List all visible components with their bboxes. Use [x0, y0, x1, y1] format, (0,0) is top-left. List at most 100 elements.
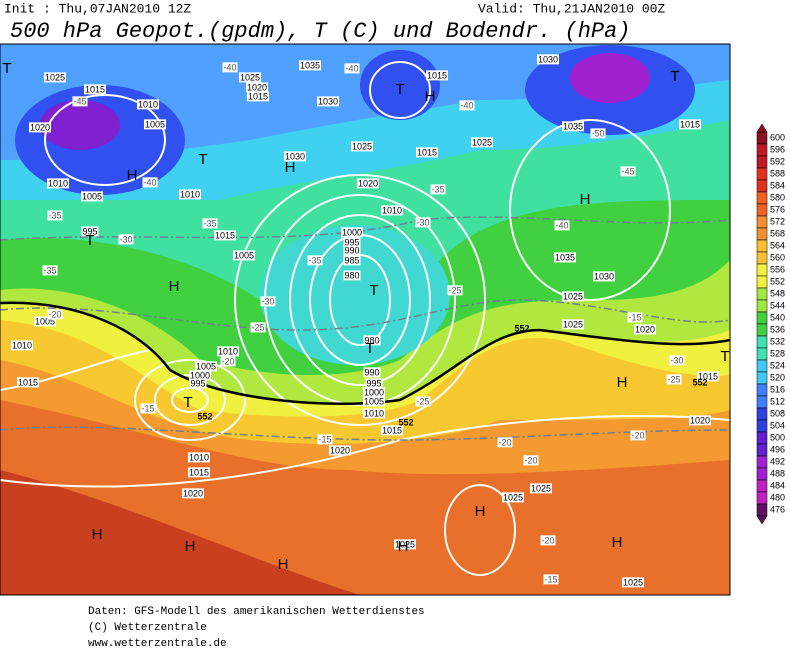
- pressure-center: T: [85, 232, 94, 249]
- pressure-label-bg: [561, 319, 585, 330]
- colorbar-cell: [756, 275, 768, 289]
- pressure-label-bg: [343, 255, 361, 266]
- temperature-label-bg: [540, 535, 556, 546]
- pressure-label: 1020: [247, 82, 267, 92]
- pressure-label-bg: [283, 151, 307, 162]
- colorbar-cell: [756, 347, 768, 361]
- colorbar-label: 572: [770, 216, 785, 226]
- colorbar-cell: [756, 371, 768, 385]
- pressure-center: H: [278, 556, 289, 573]
- temperature-label-bg: [459, 100, 475, 111]
- pressure-label: 1000: [342, 227, 362, 237]
- colorbar-cell: [756, 227, 768, 241]
- pressure-label-bg: [187, 467, 211, 478]
- pressure-label-bg: [298, 60, 322, 71]
- temperature-label: -30: [416, 217, 429, 227]
- pressure-label-bg: [592, 271, 616, 282]
- colorbar-end: [756, 123, 768, 133]
- pressure-label: 980: [344, 270, 359, 280]
- pressure-label-bg: [189, 378, 207, 389]
- temperature-label: -25: [251, 322, 264, 332]
- colorbar-label: 504: [770, 420, 785, 430]
- temperature-label-bg: [497, 437, 513, 448]
- pressure-label-bg: [362, 408, 386, 419]
- init-time: Init : Thu,07JAN2010 12Z: [4, 1, 191, 16]
- temperature-label-bg: [47, 210, 63, 221]
- pressure-label-bg: [380, 205, 404, 216]
- colorbar-label: 548: [770, 288, 785, 298]
- colorbar-cell: [756, 443, 768, 457]
- pressure-label-bg: [178, 189, 202, 200]
- pressure-label: 1005: [82, 191, 102, 201]
- colorbar-label: 488: [770, 468, 785, 478]
- colorbar-cell: [756, 395, 768, 409]
- colorbar-cell: [756, 419, 768, 433]
- pressure-label: 1015: [698, 371, 718, 381]
- temperature-label-bg: [307, 255, 323, 266]
- pressure-label: 1020: [358, 178, 378, 188]
- temperature-label: -20: [541, 535, 554, 545]
- pressure-label-bg: [621, 577, 645, 588]
- map-title: 500 hPa Geopot.(gpdm), T (C) und Bodendr…: [10, 19, 631, 44]
- pressure-center: T: [365, 340, 374, 357]
- pressure-label: 1025: [472, 137, 492, 147]
- pressure-label-bg: [688, 415, 712, 426]
- temperature-label-bg: [220, 356, 236, 367]
- pressure-label-bg: [80, 191, 104, 202]
- temperature-label-bg: [430, 184, 446, 195]
- pressure-label-bg: [633, 324, 657, 335]
- field: [40, 100, 120, 150]
- pressure-label: 995: [190, 378, 205, 388]
- pressure-center: H: [475, 503, 486, 520]
- temperature-label-bg: [543, 574, 559, 585]
- temperature-label-bg: [666, 374, 682, 385]
- pressure-center: T: [395, 81, 404, 98]
- pressure-label-bg: [187, 452, 211, 463]
- pressure-label: 1035: [555, 252, 575, 262]
- temperature-label: -20: [498, 437, 511, 447]
- temperature-label: -20: [221, 356, 234, 366]
- colorbar-cell: [756, 155, 768, 169]
- temperature-label-bg: [317, 434, 333, 445]
- pressure-label-bg: [365, 378, 383, 389]
- pressure-label: 1005: [196, 361, 216, 371]
- pressure-label-bg: [340, 227, 364, 238]
- temperature-label: -15: [318, 434, 331, 444]
- pressure-label: 995: [82, 226, 97, 236]
- colorbar-cell: [756, 203, 768, 217]
- footer-source: Daten: GFS-Modell des amerikanischen Wet…: [88, 606, 425, 618]
- pressure-label-bg: [561, 291, 585, 302]
- pressure-label-bg: [213, 230, 237, 241]
- colorbar-cell: [756, 503, 768, 517]
- colorbar-label: 568: [770, 228, 785, 238]
- colorbar-cell: [756, 383, 768, 397]
- pressure-label: 1000: [190, 370, 210, 380]
- pressure-label: 1025: [503, 492, 523, 502]
- temperature-label: -20: [631, 430, 644, 440]
- valid-time: Valid: Thu,21JAN2010 00Z: [478, 1, 665, 16]
- colorbar-label: 540: [770, 312, 785, 322]
- pressure-label-bg: [343, 270, 361, 281]
- pressure-center: H: [612, 534, 623, 551]
- colorbar-cell: [756, 131, 768, 145]
- colorbar-cell: [756, 167, 768, 181]
- colorbar: 600 596 592 588 584 580 576 572 568 564 560 556 552 5…: [756, 123, 785, 525]
- temperature-label-bg: [630, 430, 646, 441]
- pressure-label-bg: [356, 178, 380, 189]
- pressure-label-bg: [238, 72, 262, 83]
- pressure-label-bg: [362, 387, 386, 398]
- temperature-label-bg: [202, 218, 218, 229]
- colorbar-label: 560: [770, 252, 785, 262]
- pressure-label: 1020: [690, 415, 710, 425]
- pressure-label: 1015: [189, 467, 209, 477]
- pressure-label-bg: [81, 226, 99, 237]
- temperature-label: -25: [667, 374, 680, 384]
- pressure-label: 1025: [563, 319, 583, 329]
- colorbar-cell: [756, 323, 768, 337]
- temperature-label: -25: [416, 396, 429, 406]
- pressure-label: 1005: [234, 250, 254, 260]
- pressure-center: T: [369, 282, 378, 299]
- colorbar-label: 592: [770, 156, 785, 166]
- colorbar-cell: [756, 479, 768, 493]
